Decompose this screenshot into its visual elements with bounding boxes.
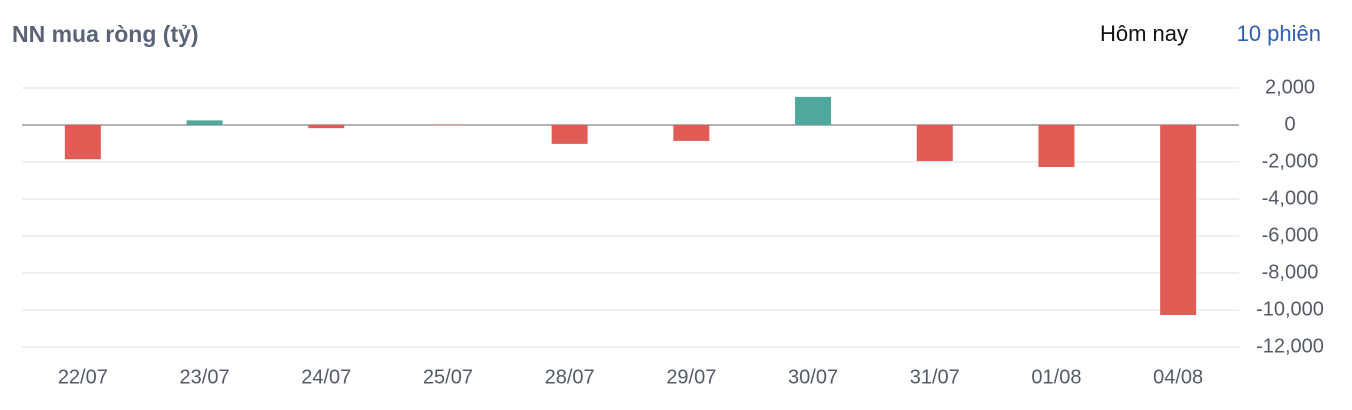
y-tick-label: -2,000	[1262, 150, 1319, 172]
x-tick-label: 29/07	[666, 366, 716, 388]
bar	[64, 125, 101, 160]
x-tick-label: 28/07	[545, 366, 595, 388]
chart-title: NN mua ròng (tỷ)	[12, 21, 199, 47]
x-tick-label: 30/07	[788, 366, 838, 388]
y-tick-label: -4,000	[1262, 187, 1319, 209]
x-tick-label: 01/08	[1031, 366, 1081, 388]
tab-10-sessions[interactable]: 10 phiên	[1237, 21, 1321, 46]
tab-today[interactable]: Hôm nay	[1100, 21, 1188, 46]
y-tick-label: 2,000	[1265, 76, 1315, 98]
x-tick-label: 22/07	[58, 366, 108, 388]
bar	[551, 125, 588, 144]
x-tick-label: 04/08	[1153, 366, 1203, 388]
y-tick-label: 0	[1284, 113, 1295, 135]
x-tick-label: 24/07	[301, 366, 351, 388]
bar	[795, 96, 832, 125]
x-tick-label: 25/07	[423, 366, 473, 388]
bar	[1038, 125, 1075, 167]
bar	[673, 125, 710, 141]
bar	[1160, 125, 1197, 315]
bar	[916, 125, 953, 162]
bar	[186, 120, 223, 125]
x-tick-label: 23/07	[180, 366, 230, 388]
y-tick-label: -8,000	[1262, 261, 1319, 283]
bar	[308, 125, 345, 129]
y-tick-label: -12,000	[1256, 335, 1324, 357]
y-tick-label: -6,000	[1262, 224, 1319, 246]
x-tick-label: 31/07	[910, 366, 960, 388]
y-tick-label: -10,000	[1256, 298, 1324, 320]
